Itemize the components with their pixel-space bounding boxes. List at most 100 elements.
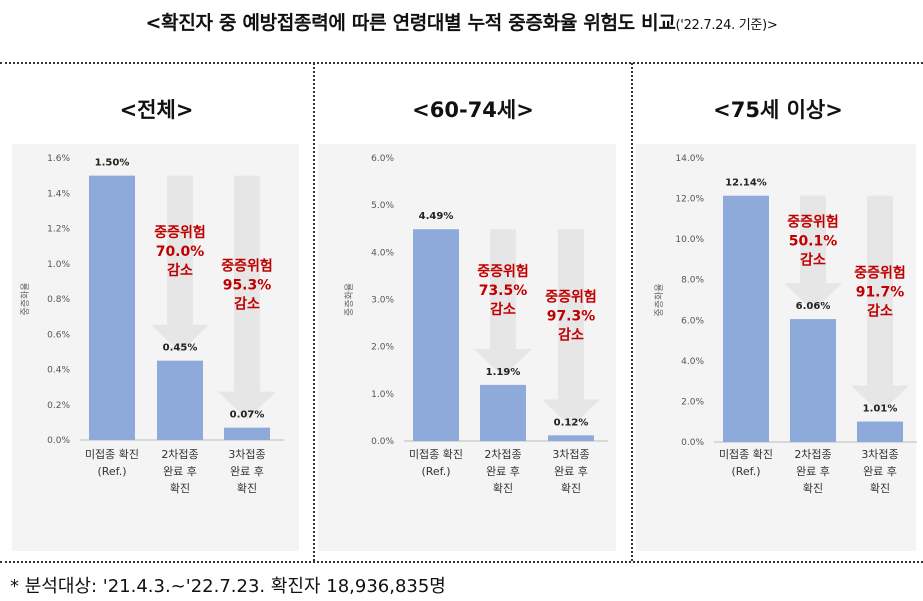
data-value-label: 4.49% [419,211,454,222]
y-tick-label: 5.0% [371,201,394,211]
reduction-arrow-shaft [234,175,260,392]
y-tick-label: 14.0% [675,154,704,164]
y-tick-label: 10.0% [675,235,704,245]
reduction-label: 감소 [167,262,193,279]
data-bar [723,195,769,442]
chart-60-74: 0.0% 1.0% 2.0% 3.0% 4.0% 5.0% 6.0% 중증화율 4.49% 미접종… [344,154,608,495]
y-axis-title: 중증화율 [654,283,665,316]
x-category-label: 완료 후 [554,465,588,478]
reduction-arrow-shaft [867,195,893,386]
reduction-arrow-shaft [800,195,826,284]
reduction-label: 감소 [800,251,826,268]
x-category-label: 2차접종 [484,448,521,461]
data-value-label: 1.01% [863,404,898,415]
y-tick-label: 8.0% [681,276,704,286]
y-tick-label: 0.0% [47,436,70,446]
y-tick-label: 6.0% [681,316,704,326]
y-tick-label: 4.0% [371,248,394,258]
x-category-label: 2차접종 [794,448,831,461]
x-category-label: 확진 [237,482,257,495]
data-bar [790,319,836,442]
data-value-label: 12.14% [725,178,767,189]
y-tick-label: 0.6% [47,330,70,340]
chart-75-plus: 0.0% 2.0% 4.0% 6.0% 8.0% 10.0% 12.0% 14.0% 중증화율 1… [654,154,917,495]
y-tick-label: 2.0% [371,343,394,353]
x-category-label: 완료 후 [163,465,197,478]
reduction-arrow-shaft [558,229,584,400]
x-category-label: 확진 [803,482,823,495]
data-bar [548,435,594,441]
panel-title-75-plus: <75세 이상> [713,98,843,122]
data-bar [89,175,135,440]
y-tick-label: 1.0% [371,390,394,400]
y-axis-title: 중증화율 [20,282,31,315]
reduction-label: 91.7% [856,285,905,301]
data-value-label: 6.06% [796,301,831,312]
y-tick-label: 0.8% [47,295,70,305]
chart-panel-all: 0.0% 0.2% 0.4% 0.6% 0.8% 1.0% 1.2% 1.4% 1.6% 중증화율… [12,144,299,551]
reduction-arrow-head [542,399,600,428]
y-tick-label: 0.4% [47,366,70,376]
divider-vertical-2 [631,63,633,561]
y-tick-label: 6.0% [371,154,394,164]
x-category-label: 완료 후 [863,465,897,478]
x-category-label: 미접종 확진 [85,448,139,461]
reduction-label: 70.0% [156,244,205,260]
x-category-label: 완료 후 [796,465,830,478]
reduction-arrow-head [218,391,276,420]
panel-title-all: <전체> [119,98,194,122]
divider-bottom [0,561,923,563]
x-category-label: (Ref.) [97,465,126,478]
y-tick-label: 1.0% [47,260,70,270]
x-category-label: 완료 후 [230,465,264,478]
reduction-label: 감소 [234,296,260,313]
reduction-label: 중증위험 [545,288,597,305]
reduction-label: 95.3% [223,278,272,294]
x-category-label: 3차접종 [861,448,898,461]
data-bar [857,421,903,442]
x-category-label: 2차접종 [161,448,198,461]
y-tick-label: 0.0% [371,437,394,447]
x-category-label: 확진 [870,482,890,495]
reduction-label: 중증위험 [477,263,529,280]
data-value-label: 0.12% [554,417,589,428]
y-tick-label: 3.0% [371,296,394,306]
data-bar [413,229,459,441]
reduction-arrow-shaft [490,229,516,349]
page-title: <확진자 중 예방접종력에 따른 연령대별 누적 중증화율 위험도 비교('22… [0,8,923,35]
reduction-label: 50.1% [789,233,838,249]
data-value-label: 1.50% [95,158,130,169]
data-value-label: 0.07% [230,410,265,421]
y-tick-label: 1.4% [47,189,70,199]
reduction-arrow-head [851,385,909,414]
title-main: <확진자 중 예방접종력에 따른 연령대별 누적 중증화율 위험도 비교 [145,12,676,34]
data-value-label: 0.45% [163,343,198,354]
x-category-label: (Ref.) [731,465,760,478]
reduction-arrow-head [151,324,209,353]
reduction-label: 중증위험 [154,224,206,241]
x-category-label: 확진 [561,482,581,495]
x-category-label: (Ref.) [421,465,450,478]
reduction-label: 97.3% [547,308,596,324]
y-tick-label: 0.0% [681,438,704,448]
x-category-label: 미접종 확진 [409,448,463,461]
data-bar [480,384,526,441]
footnote: * 분석대상: '21.4.3.~'22.7.23. 확진자 18,936,83… [10,576,446,597]
divider-top [0,62,923,64]
chart-panel-75-plus: 0.0% 2.0% 4.0% 6.0% 8.0% 10.0% 12.0% 14.0% 중증화율 1… [636,144,917,551]
panel-title-60-74: <60-74세> [412,98,534,122]
y-tick-label: 1.6% [47,154,70,164]
reduction-arrow-head [784,283,842,312]
y-tick-label: 4.0% [681,357,704,367]
chart-all: 0.0% 0.2% 0.4% 0.6% 0.8% 1.0% 1.2% 1.4% 1.6% 중증화율… [20,154,284,495]
divider-vertical-1 [313,63,315,561]
reduction-label: 감소 [558,326,584,343]
x-category-label: 완료 후 [486,465,520,478]
reduction-label: 중증위험 [221,258,273,275]
reduction-label: 중증위험 [854,265,906,282]
data-value-label: 1.19% [486,367,521,378]
title-date: ('22.7.24. 기준)> [675,18,778,33]
reduction-arrow-head [474,348,532,377]
y-tick-label: 0.2% [47,401,70,411]
x-category-label: 3차접종 [552,448,589,461]
